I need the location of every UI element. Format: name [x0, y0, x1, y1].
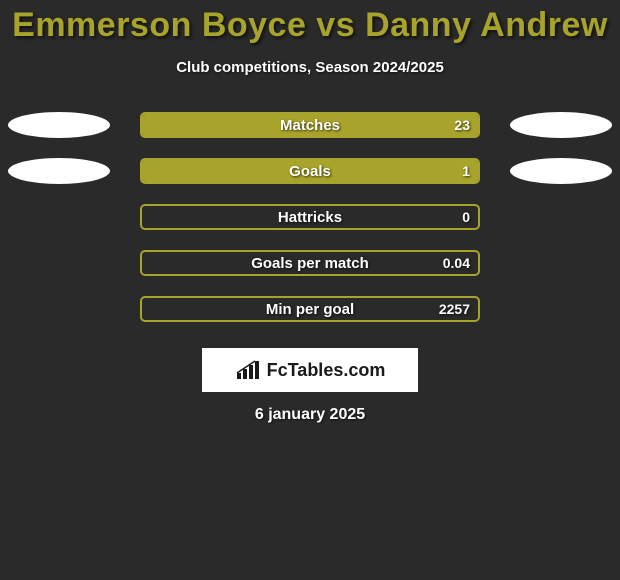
stat-bar-fill [142, 160, 478, 182]
player-right-marker [510, 158, 612, 184]
spacer [510, 250, 612, 276]
spacer [510, 296, 612, 322]
spacer [8, 204, 110, 230]
player-left-marker [8, 112, 110, 138]
stat-bar: Matches23 [140, 112, 480, 138]
player-right-marker [510, 112, 612, 138]
stat-row: Matches23 [6, 112, 614, 138]
spacer [8, 296, 110, 322]
stat-label: Hattricks [142, 206, 478, 228]
stat-bar: Min per goal2257 [140, 296, 480, 322]
stats-list: Matches23 Goals1 Hattricks0 Goals per match… [0, 112, 620, 322]
stat-bar: Goals per match0.04 [140, 250, 480, 276]
player-left-marker [8, 158, 110, 184]
stat-value: 2257 [439, 298, 470, 320]
stat-label: Min per goal [142, 298, 478, 320]
stat-row: Hattricks0 [6, 204, 614, 230]
stat-row: Goals1 [6, 158, 614, 184]
brand-badge[interactable]: FcTables.com [202, 348, 418, 392]
brand-text: FcTables.com [267, 360, 386, 381]
page-title: Emmerson Boyce vs Danny Andrew [0, 6, 620, 45]
spacer [510, 204, 612, 230]
barchart-icon [235, 359, 261, 381]
stat-value: 0.04 [443, 252, 470, 274]
stat-bar-fill [142, 114, 478, 136]
stat-row: Goals per match0.04 [6, 250, 614, 276]
date-label: 6 january 2025 [0, 406, 620, 424]
stat-value: 0 [462, 206, 470, 228]
comparison-card: Emmerson Boyce vs Danny Andrew Club comp… [0, 0, 620, 424]
subtitle: Club competitions, Season 2024/2025 [0, 59, 620, 76]
stat-bar: Goals1 [140, 158, 480, 184]
stat-bar: Hattricks0 [140, 204, 480, 230]
stat-label: Goals per match [142, 252, 478, 274]
spacer [8, 250, 110, 276]
stat-row: Min per goal2257 [6, 296, 614, 322]
